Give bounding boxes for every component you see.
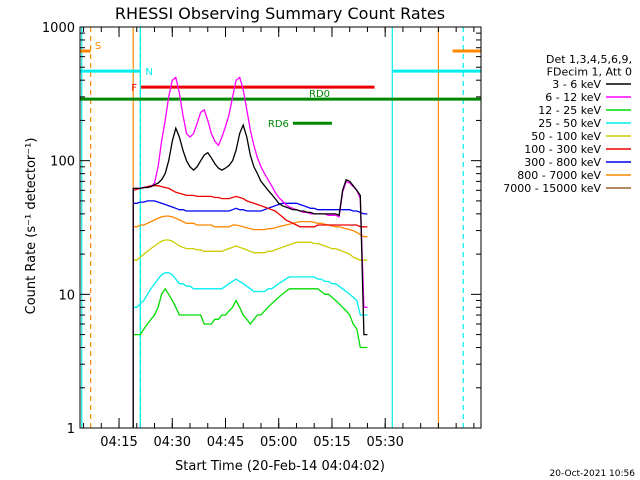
night-label: N: [145, 67, 152, 78]
series-line-300-800-kev: [132, 200, 368, 428]
footer-date: 20-Oct-2021 10:56: [550, 469, 636, 479]
legend-label: 6 - 12 keV: [545, 91, 601, 104]
legend-label: 3 - 6 keV: [552, 78, 601, 91]
attenuator-label: S: [95, 41, 101, 52]
legend-label: 300 - 800 keV: [524, 156, 601, 169]
series-line-25-50-kev: [132, 272, 368, 428]
y-tick-label: 1000: [42, 21, 75, 36]
x-tick-label: 04:15: [100, 435, 137, 450]
y-tick-label: 10: [58, 288, 75, 303]
legend-header: FDecim 1, Att 0: [547, 66, 632, 79]
x-tick-label: 05:15: [313, 435, 350, 450]
y-tick-label: 100: [50, 155, 75, 170]
series-line-12-25-kev: [132, 287, 368, 428]
flare-label: F: [131, 83, 137, 94]
legend-label: 50 - 100 keV: [531, 130, 601, 143]
series-line-100-300-kev: [132, 185, 368, 428]
x-tick-label: 05:00: [260, 435, 297, 450]
x-tick-label: 04:30: [154, 435, 191, 450]
legend-label: 100 - 300 keV: [524, 143, 601, 156]
axes: 1 10 100 1000 04:15 04:30 04:45 05:00 05:15 05:30: [42, 21, 482, 450]
decimation-label: RD0: [309, 89, 330, 100]
legend-label: 800 - 7000 keV: [517, 169, 601, 182]
y-tick-label: 1: [67, 422, 75, 437]
plot-frame: [79, 26, 482, 429]
decimation-label: RD6: [268, 119, 289, 130]
x-axis-title: Start Time (20-Feb-14 04:04:02): [175, 459, 385, 474]
series-line-3-6-kev: [132, 123, 368, 428]
legend-header: Det 1,3,4,5,6,9,: [546, 53, 632, 66]
plot-area: S NF RD0 RD6: [80, 27, 481, 428]
x-tick-label: 05:30: [366, 435, 403, 450]
legend: Det 1,3,4,5,6,9,FDecim 1, Att 03 - 6 keV…: [503, 53, 632, 195]
legend-label: 25 - 50 keV: [538, 117, 601, 130]
legend-label: 12 - 25 keV: [538, 104, 601, 117]
legend-label: 7000 - 15000 keV: [503, 182, 601, 195]
series-line-50-100-kev: [132, 239, 368, 428]
chart-title: RHESSI Observing Summary Count Rates: [115, 4, 445, 23]
series-line-6-12-kev: [132, 76, 368, 428]
y-axis-title: Count Rate (s⁻¹ detector⁻¹): [24, 138, 39, 315]
x-tick-label: 04:45: [207, 435, 244, 450]
